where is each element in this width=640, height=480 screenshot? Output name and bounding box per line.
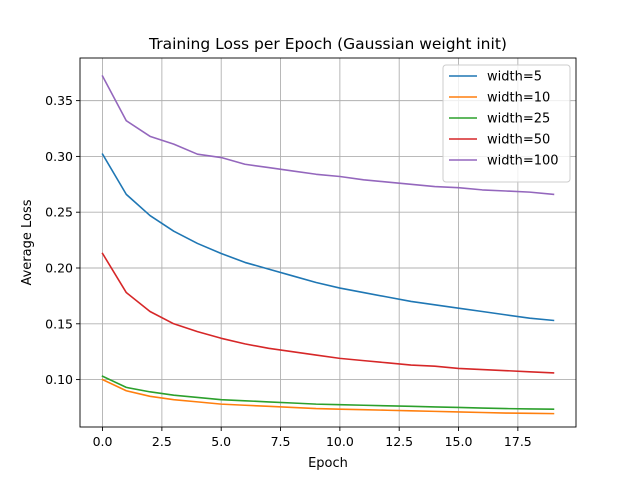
series-line-width-5 [101, 153, 555, 322]
legend-frame [442, 64, 571, 183]
x-tick-label: 15.0 [445, 434, 473, 449]
series-line-width-10 [101, 378, 555, 415]
legend-label-width-10: width=10 [487, 91, 550, 106]
series-lines [101, 74, 555, 415]
legend-label-width-5: width=5 [487, 70, 542, 85]
y-tick-label: 0.10 [45, 372, 73, 387]
x-tick-label: 17.5 [504, 434, 532, 449]
y-tick-label: 0.30 [45, 149, 73, 164]
y-tick-label: 0.15 [45, 316, 73, 331]
x-tick-label: 7.5 [271, 434, 291, 449]
series-line-width-100 [101, 74, 555, 196]
series-line-width-25 [101, 375, 555, 410]
y-tick-label: 0.20 [45, 260, 73, 275]
legend-label-width-50: width=50 [487, 133, 550, 148]
x-tick-label: 0.0 [93, 434, 113, 449]
y-axis-label: Average Loss [20, 199, 35, 285]
x-axis-label: Epoch [308, 456, 348, 471]
x-tick-label: 2.5 [152, 434, 172, 449]
y-tick-label: 0.25 [45, 205, 73, 220]
plot-frame [79, 57, 577, 428]
legend: width=5 width=10 width=25 width=50 width=100 [442, 64, 571, 183]
y-tick-label: 0.35 [45, 93, 73, 108]
x-axis-ticks: 0.0 2.5 5.0 7.5 10.0 12.5 15.0 17.5 [93, 427, 532, 449]
y-axis-ticks: 0.10 0.15 0.20 0.25 0.30 0.35 [45, 93, 80, 387]
legend-label-width-25: width=25 [487, 112, 550, 127]
chart-title: Training Loss per Epoch (Gaussian weight… [148, 35, 507, 53]
x-tick-label: 12.5 [385, 434, 413, 449]
x-tick-label: 5.0 [211, 434, 231, 449]
series-line-width-50 [101, 252, 555, 374]
x-tick-label: 10.0 [326, 434, 354, 449]
legend-label-width-100: width=100 [487, 154, 559, 169]
